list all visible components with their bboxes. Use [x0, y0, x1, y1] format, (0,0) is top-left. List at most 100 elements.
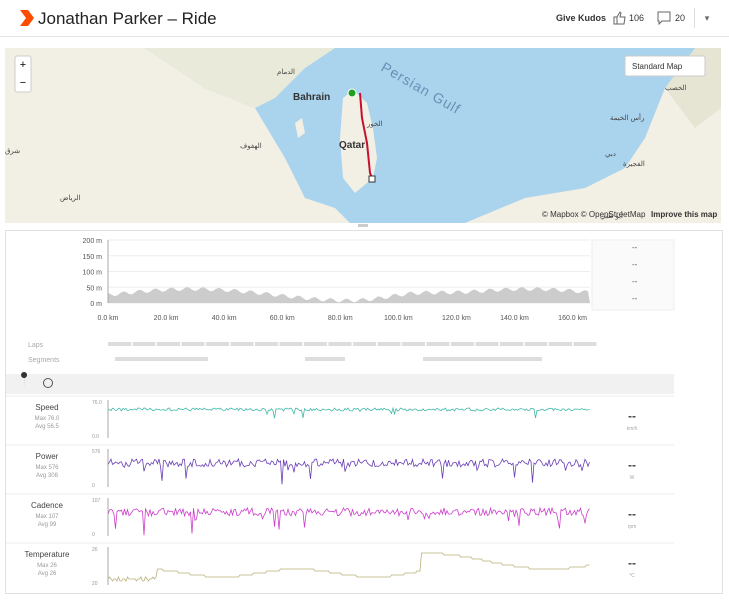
- stream-top: 26: [92, 547, 98, 553]
- lap-bar: [181, 342, 205, 346]
- stream-top: 576: [92, 449, 101, 455]
- stream-max: Max 26: [37, 563, 57, 569]
- elevation-y-label: 50 m: [86, 285, 102, 292]
- header: Jonathan Parker – Ride Give Kudos 106 20…: [0, 0, 729, 37]
- lap-bar: [426, 342, 450, 346]
- elevation-y-label: 100 m: [83, 270, 103, 277]
- lap-bar: [500, 342, 523, 346]
- laps-label: Laps: [28, 342, 44, 349]
- stream-current: --: [628, 507, 636, 521]
- place-label: الرياض: [60, 194, 81, 202]
- elevation-profile: [108, 287, 590, 303]
- zoom-in[interactable]: +: [20, 59, 26, 71]
- elevation-x-label: 40.0 km: [212, 315, 237, 322]
- stream-toolbar: [6, 374, 674, 394]
- stream-avg: Avg 308: [36, 473, 59, 479]
- stream-name: Power: [36, 452, 59, 461]
- map-resize-handle: [358, 224, 368, 227]
- lap-bar: [353, 342, 376, 346]
- stream-bottom: 0.0: [92, 434, 99, 440]
- stream-unit: km/h: [627, 426, 638, 432]
- place-label: الهفوف: [240, 142, 262, 150]
- elevation-y-label: 150 m: [83, 254, 103, 261]
- analysis-panel: [5, 230, 723, 594]
- comment-count: 20: [675, 13, 686, 23]
- map: Persian Gulf Bahrain Qatar الدمامالهفوفا…: [5, 48, 721, 223]
- stream-name: Temperature: [25, 550, 70, 559]
- more-menu[interactable]: ▾: [694, 8, 719, 28]
- map-style-select[interactable]: Standard Map: [632, 62, 683, 71]
- lap-bar: [451, 342, 474, 346]
- stream-current: --: [628, 556, 636, 570]
- stream-bottom: 0: [92, 532, 95, 538]
- readout: --: [632, 294, 638, 303]
- activity-title: Jonathan Parker – Ride: [38, 9, 217, 28]
- lap-bar: [402, 342, 425, 346]
- elevation-x-label: 20.0 km: [154, 315, 179, 322]
- pin-tool[interactable]: [21, 372, 28, 388]
- improve-map-link[interactable]: Improve this map: [651, 210, 717, 219]
- readout: --: [632, 260, 638, 269]
- stream-name: Speed: [35, 403, 58, 412]
- stream-avg: Avg 56.5: [35, 424, 59, 430]
- elevation-x-label: 0.0 km: [97, 315, 118, 322]
- segments-label: Segments: [28, 357, 60, 364]
- segment-bar: [423, 357, 542, 361]
- stream-line: [107, 457, 590, 485]
- place-label: شرق: [5, 148, 20, 155]
- segment-bar: [305, 357, 345, 361]
- stream-bottom: 20: [92, 581, 98, 587]
- stream-name: Cadence: [31, 501, 64, 510]
- lap-bar: [524, 342, 548, 346]
- segment-bar: [115, 357, 208, 361]
- elevation-x-label: 140.0 km: [500, 315, 529, 322]
- lap-bar: [108, 342, 131, 346]
- readout: --: [632, 277, 638, 286]
- kudos-icon[interactable]: [612, 11, 626, 25]
- lap-bar: [279, 342, 303, 346]
- stream-max: Max 107: [35, 514, 59, 520]
- lap-bar: [230, 342, 254, 346]
- comment-icon[interactable]: [657, 11, 671, 25]
- lap-bar: [132, 342, 156, 346]
- elevation-y-label: 0 m: [90, 301, 102, 308]
- lap-bar: [549, 342, 572, 346]
- place-label: الدمام: [277, 68, 295, 76]
- stream-current: --: [628, 458, 636, 472]
- elevation-x-label: 120.0 km: [442, 315, 471, 322]
- elevation-x-label: 60.0 km: [270, 315, 295, 322]
- elevation-x-label: 100.0 km: [384, 315, 413, 322]
- stream-top: 107: [92, 498, 101, 504]
- stream-max: Max 76.0: [35, 416, 60, 422]
- lap-bar: [255, 342, 278, 346]
- stream-unit: °C: [629, 573, 635, 579]
- stream-avg: Avg 26: [38, 571, 57, 577]
- lap-bar: [157, 342, 180, 346]
- stream-unit: W: [630, 475, 635, 481]
- elevation-y-label: 200 m: [83, 238, 103, 245]
- readout: --: [632, 243, 638, 252]
- lap-bar: [377, 342, 401, 346]
- lap-bar: [206, 342, 229, 346]
- clock-tool[interactable]: [43, 378, 53, 388]
- lap-bar: [328, 342, 352, 346]
- stream-max: Max 576: [35, 465, 59, 471]
- lap-bar: [304, 342, 327, 346]
- zoom-out[interactable]: −: [20, 77, 26, 89]
- place-label: دبي: [605, 151, 616, 158]
- stream-current: --: [628, 409, 636, 423]
- stream-line: [107, 506, 590, 536]
- place-label: أبو ظبي: [600, 210, 623, 220]
- stream-unit: rpm: [628, 524, 637, 530]
- stream-avg: Avg 99: [38, 522, 57, 528]
- kudos-count: 106: [629, 13, 645, 23]
- place-label: رأس الخيمة: [610, 112, 644, 122]
- logo: [20, 10, 34, 26]
- give-kudos[interactable]: Give Kudos: [556, 13, 607, 23]
- elevation-x-label: 160.0 km: [558, 315, 587, 322]
- map-label: Bahrain: [293, 92, 330, 103]
- lap-bar: [475, 342, 499, 346]
- lap-bar: [573, 342, 597, 346]
